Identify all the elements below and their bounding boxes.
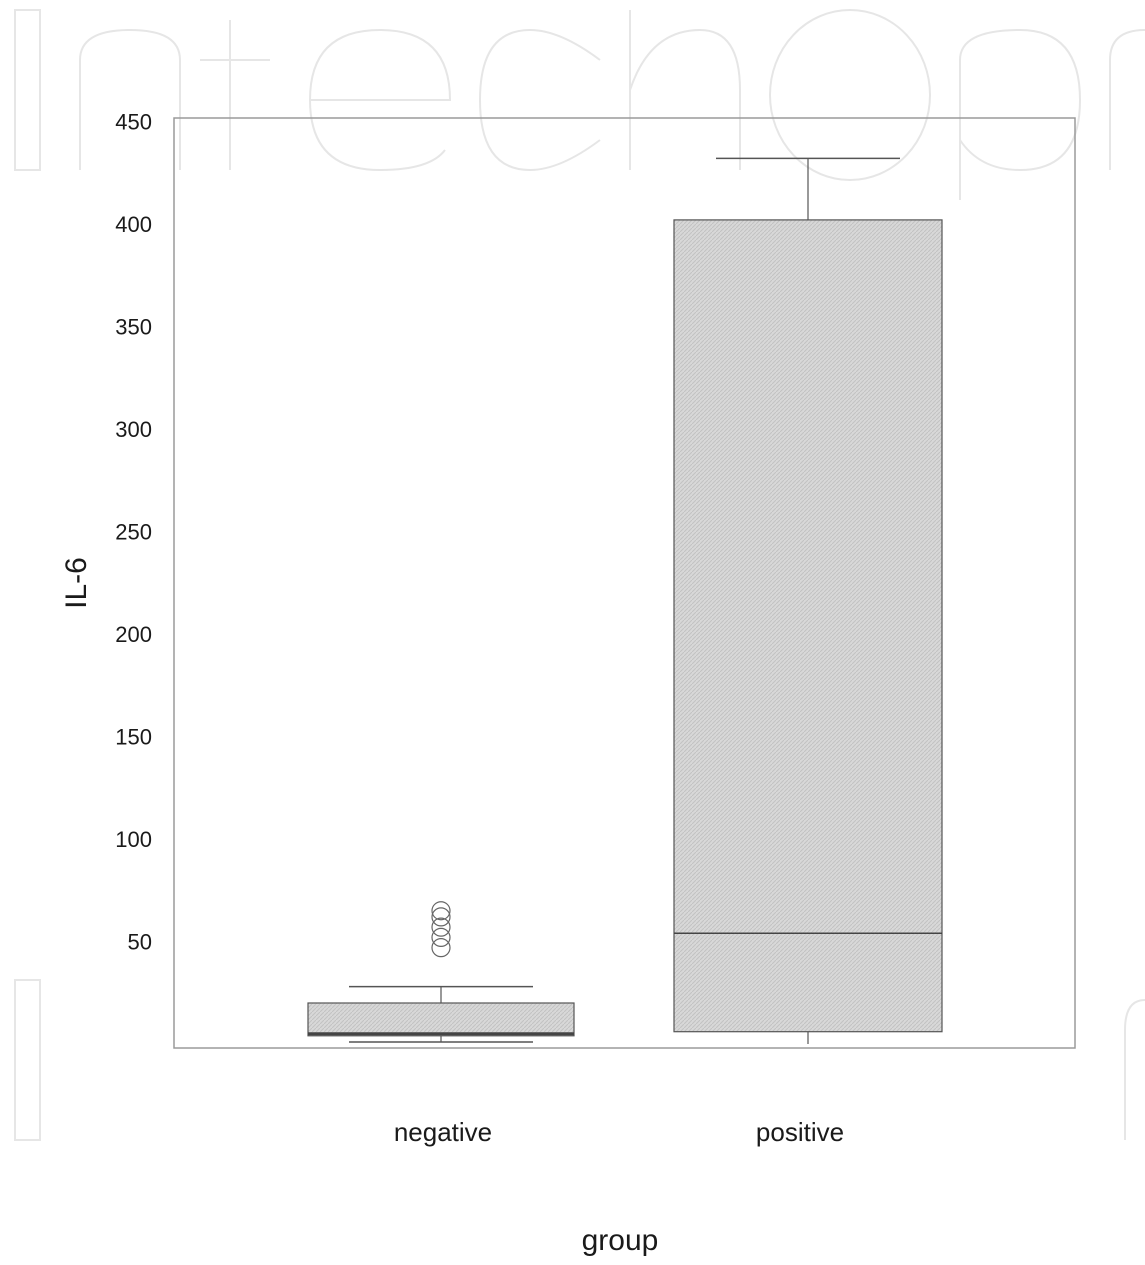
y-axis-ticks: 50 100 150 200 250 300 350 400 450 xyxy=(115,110,152,955)
y-tick-label: 450 xyxy=(115,110,152,135)
x-tick-label: negative xyxy=(394,1117,492,1147)
x-axis-category-labels: negative positive xyxy=(394,1117,844,1147)
y-tick-label: 100 xyxy=(115,827,152,852)
box-series xyxy=(307,157,943,1044)
outlier-point xyxy=(431,917,451,937)
box-negative xyxy=(307,901,575,1043)
x-axis-title: group xyxy=(582,1224,659,1257)
outlier-point xyxy=(431,927,451,948)
y-tick-label: 350 xyxy=(115,315,152,340)
x-tick-label: positive xyxy=(756,1117,844,1147)
watermark-logo xyxy=(14,9,1145,1141)
plot-area xyxy=(173,117,1076,1049)
outlier-point xyxy=(431,901,451,921)
y-tick-label: 400 xyxy=(115,212,152,237)
y-tick-label: 150 xyxy=(115,725,152,750)
y-tick-label: 200 xyxy=(115,622,152,647)
outlier-point xyxy=(431,907,451,927)
y-tick-label: 50 xyxy=(128,930,152,955)
iqr-box xyxy=(307,1002,575,1037)
iqr-box xyxy=(673,219,943,1033)
y-tick-label: 250 xyxy=(115,520,152,545)
box-positive xyxy=(673,157,943,1044)
y-tick-label: 300 xyxy=(115,417,152,442)
y-axis-title: IL-6 xyxy=(60,557,93,609)
outlier-point xyxy=(431,938,451,958)
